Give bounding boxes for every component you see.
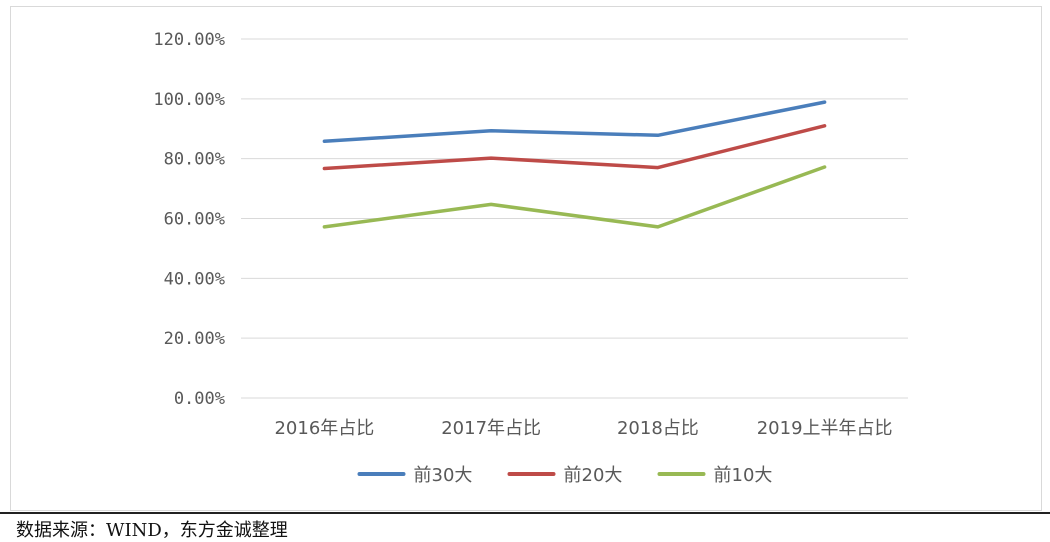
- series-line-3: [322, 165, 827, 229]
- y-tick-label: 40.00%: [164, 269, 225, 289]
- series-line-1: [322, 100, 827, 144]
- divider: [0, 512, 1050, 514]
- y-tick-label: 60.00%: [164, 210, 225, 230]
- y-tick-label: 120.00%: [153, 30, 225, 50]
- legend-label: 前20大: [564, 465, 623, 486]
- x-category-label: 2018占比: [617, 418, 699, 439]
- legend-label: 前30大: [414, 465, 473, 486]
- legend-label: 前10大: [714, 465, 773, 486]
- source-note: 数据来源：WIND，东方金诚整理: [16, 520, 288, 541]
- x-category-label: 2016年占比: [274, 418, 374, 439]
- y-tick-label: 0.00%: [174, 389, 225, 409]
- y-axis-ticks: 0.00% 20.00% 40.00% 60.00% 80.00% 100.00% 120.…: [153, 30, 225, 409]
- series-line-2: [322, 124, 827, 171]
- legend: 前30大 前20大 前10大: [357, 465, 773, 486]
- series-lines: [322, 100, 827, 229]
- line-chart: 0.00% 20.00% 40.00% 60.00% 80.00% 100.00% 120.…: [153, 30, 908, 486]
- x-category-label: 2019上半年占比: [757, 418, 893, 439]
- y-tick-label: 80.00%: [164, 150, 225, 170]
- chart-frame: 0.00% 20.00% 40.00% 60.00% 80.00% 100.00% 120.…: [10, 6, 1042, 511]
- x-category-label: 2017年占比: [441, 418, 541, 439]
- y-tick-label: 100.00%: [153, 90, 225, 110]
- gridlines: [241, 38, 908, 399]
- y-tick-label: 20.00%: [164, 329, 225, 349]
- x-axis-categories: 2016年占比 2017年占比 2018占比 2019上半年占比: [274, 418, 892, 439]
